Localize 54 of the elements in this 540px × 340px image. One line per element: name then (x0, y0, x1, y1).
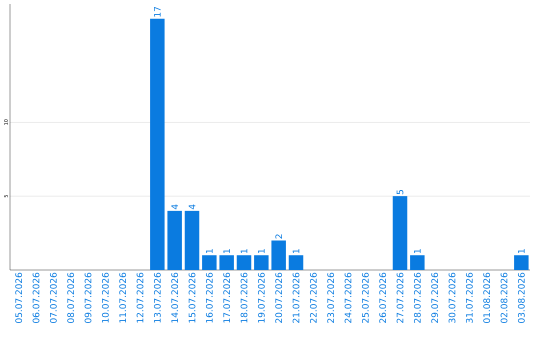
x-tick-label: 02.08.2026 (500, 272, 508, 323)
x-tick-label: 09.07.2026 (84, 272, 92, 323)
x-tick-label: 13.07.2026 (154, 272, 161, 323)
data-label: 1 (258, 249, 265, 254)
data-label: 1 (292, 249, 300, 254)
x-tick-label: 14.07.2026 (171, 272, 178, 323)
x-tick-label: 10.07.2026 (102, 272, 109, 323)
x-tick-label: 08.07.2026 (67, 272, 74, 323)
x-tick-label: 22.07.2026 (310, 272, 317, 323)
bar (392, 196, 408, 270)
bar (254, 255, 269, 270)
x-tick-label: 27.07.2026 (396, 272, 404, 323)
x-tick-label: 29.07.2026 (431, 272, 438, 323)
bar (410, 255, 425, 270)
x-tick-label: 05.07.2026 (15, 272, 22, 323)
data-label: 1 (414, 249, 421, 254)
x-tick-label: 18.07.2026 (240, 272, 248, 323)
data-label: 1 (223, 249, 230, 254)
bar (150, 18, 165, 270)
x-tick-label: 31.07.2026 (466, 272, 473, 323)
x-tick-label: 06.07.2026 (32, 272, 40, 323)
data-label: 1 (518, 249, 525, 254)
x-tick-label: 20.07.2026 (275, 272, 282, 323)
data-label: 1 (240, 249, 248, 254)
bar (184, 210, 200, 270)
x-tick-label: 26.07.2026 (379, 272, 386, 323)
x-tick-label: 19.07.2026 (258, 272, 265, 323)
data-label: 4 (171, 204, 178, 210)
data-label: 1 (206, 249, 213, 254)
x-tick-label: 16.07.2026 (206, 272, 213, 323)
x-tick-label: 01.08.2026 (483, 272, 490, 323)
data-label: 4 (188, 204, 196, 210)
x-tick-label: 15.07.2026 (188, 272, 196, 323)
x-tick-label: 07.07.2026 (50, 272, 57, 323)
bar (219, 255, 234, 270)
x-tick-label: 03.08.2026 (518, 272, 525, 323)
bar (167, 210, 182, 270)
x-tick-label: 11.07.2026 (119, 272, 126, 323)
x-tick-label: 30.07.2026 (448, 272, 456, 323)
x-tick-label: 24.07.2026 (344, 272, 352, 323)
data-label: 17 (154, 6, 161, 17)
x-tick-label: 28.07.2026 (414, 272, 421, 323)
bar (202, 255, 217, 270)
x-tick-label: 25.07.2026 (362, 272, 369, 323)
bar (271, 240, 286, 270)
x-tick-label: 21.07.2026 (292, 272, 300, 323)
data-label: 2 (275, 234, 282, 239)
bar (288, 255, 304, 270)
bar (514, 255, 529, 270)
x-tick-label: 17.07.2026 (223, 272, 230, 323)
bar (236, 255, 252, 270)
x-tick-label: 12.07.2026 (136, 272, 144, 323)
x-tick-label: 23.07.2026 (327, 272, 334, 323)
data-label: 5 (396, 190, 404, 194)
